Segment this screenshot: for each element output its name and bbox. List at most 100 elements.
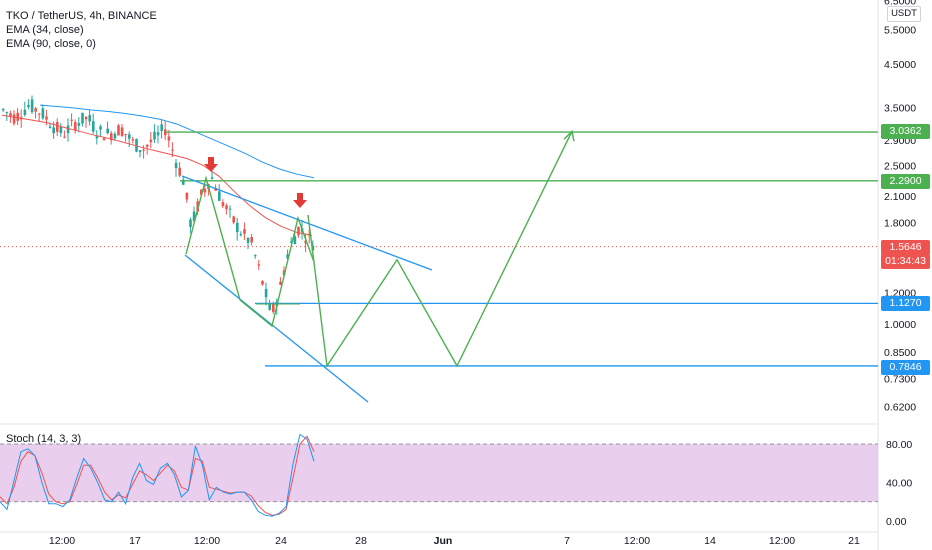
candle-body [70, 119, 73, 121]
ema34-legend: EMA (34, close) [6, 24, 84, 36]
candle-body [243, 229, 246, 234]
candle-body [171, 149, 174, 151]
pattern-zigzag [185, 175, 315, 328]
currency-button[interactable]: USDT [887, 6, 921, 22]
candle-body [221, 202, 225, 207]
candle-body [27, 104, 30, 108]
candle-body [38, 113, 41, 115]
x-tick-label: 12:00 [769, 535, 795, 547]
candle-body [128, 134, 131, 139]
stoch-band [0, 444, 878, 502]
candle-body [293, 236, 297, 245]
candle-body [228, 208, 232, 210]
projection-arrowhead [563, 129, 575, 142]
y-tick-label: 5.5000 [884, 24, 916, 36]
candle-body [297, 227, 300, 236]
candle-body [146, 145, 149, 147]
candle-body [124, 134, 127, 136]
ema90-line [39, 104, 315, 179]
candle-body [189, 219, 192, 227]
countdown-tag: 01:34:43 [881, 254, 930, 269]
down-arrow-icon [204, 157, 218, 172]
candle-body [59, 126, 63, 134]
candle-body [16, 112, 19, 121]
stoch-y-tick-label: 0.00 [886, 516, 907, 528]
candle-body [41, 108, 45, 119]
candle-body [110, 133, 113, 141]
stoch-y-tick-label: 80.00 [886, 439, 912, 451]
candle-body [66, 125, 70, 134]
candle-body [174, 162, 178, 168]
candle-body [9, 113, 12, 116]
candle-body [268, 303, 271, 310]
candle-body [264, 288, 268, 298]
candle-body [12, 114, 16, 124]
y-tick-label: 3.5000 [884, 103, 916, 115]
candle-body [106, 128, 109, 134]
candlesticks [2, 95, 315, 315]
candle-body [167, 136, 171, 141]
candle-body [185, 192, 189, 200]
candle-body [142, 149, 145, 151]
candle-body [5, 112, 9, 114]
x-tick-label: 14 [704, 535, 716, 547]
ema90-legend: EMA (90, close, 0) [6, 38, 96, 50]
candle-body [239, 233, 243, 236]
y-tick-label: 1.8000 [884, 217, 916, 229]
candle-body [84, 116, 88, 120]
candle-body [149, 139, 153, 143]
drawings [0, 129, 878, 403]
candle-body [34, 108, 37, 112]
candle-body [95, 136, 99, 139]
candle-body [196, 201, 199, 212]
x-tick-label: 12:00 [194, 535, 220, 547]
candle-body [77, 123, 81, 126]
candle-body [311, 245, 315, 251]
candle-body [131, 139, 135, 141]
candle-body [45, 116, 48, 120]
projection-path [307, 130, 573, 368]
candle-body [279, 281, 282, 285]
price-tag-target1: 2.2900 [881, 174, 930, 189]
y-tick-label: 0.6200 [884, 402, 916, 414]
price-tag-target2: 3.0362 [881, 124, 930, 139]
x-tick-label: 7 [564, 535, 570, 547]
x-tick-label: Jun [434, 535, 453, 547]
candle-body [52, 127, 55, 134]
y-tick-label: 4.5000 [884, 59, 916, 71]
price-tag-support1: 1.1270 [881, 296, 930, 311]
candle-body [304, 240, 307, 244]
x-tick-label: 21 [848, 535, 860, 547]
candle-body [203, 188, 207, 193]
candle-body [286, 254, 289, 259]
candle-body [246, 238, 250, 243]
candle-body [30, 99, 34, 112]
x-tick-label: 24 [275, 535, 287, 547]
channel-lower-line [184, 254, 369, 403]
price-tag-current: 1.5646 [881, 240, 930, 255]
candle-body [232, 216, 235, 223]
candle-body [250, 237, 253, 243]
candle-body [257, 264, 261, 266]
candle-body [210, 177, 214, 179]
candle-body [153, 131, 156, 140]
candle-body [56, 122, 59, 132]
candle-body [218, 191, 221, 201]
candle-body [160, 124, 163, 132]
ema-lines [1, 104, 315, 236]
y-tick-label: 0.8500 [884, 347, 916, 359]
candle-body [192, 211, 196, 221]
y-tick-label: 2.5000 [884, 161, 916, 173]
stoch-y-tick-label: 40.00 [886, 478, 912, 490]
candle-body [23, 109, 27, 115]
x-tick-label: 17 [129, 535, 141, 547]
channel-upper-line [181, 175, 433, 271]
stochastic-pane [0, 433, 878, 517]
y-tick-label: 2.1000 [884, 191, 916, 203]
stoch-legend: Stoch (14, 3, 3) [6, 433, 82, 445]
candle-body [178, 167, 181, 176]
stoch-k-line [0, 433, 315, 517]
candle-body [2, 109, 5, 111]
candle-body [99, 126, 102, 130]
